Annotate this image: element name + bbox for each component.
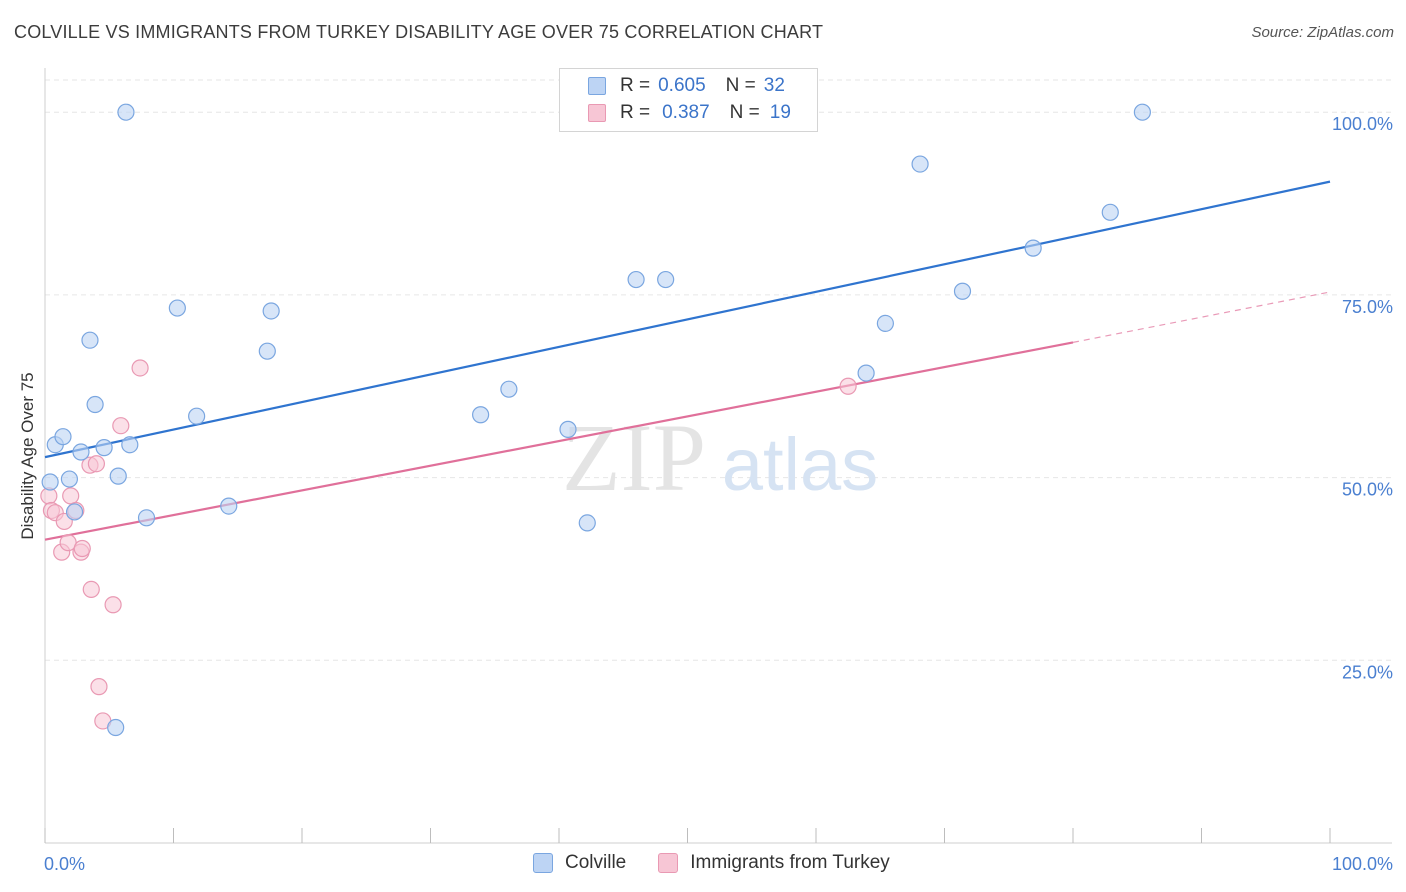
- colville-point: [262, 302, 280, 320]
- watermark-zip: ZIP: [562, 404, 706, 511]
- colville-point: [472, 406, 490, 424]
- grid-layer: [45, 79, 1392, 661]
- source-label: Source: ZipAtlas.com: [1251, 24, 1394, 41]
- chart-title: COLVILLE VS IMMIGRANTS FROM TURKEY DISAB…: [14, 22, 824, 42]
- colville-point: [95, 439, 113, 457]
- x-tick-label-max: 100.0%: [1332, 854, 1393, 874]
- turkey-point: [90, 678, 108, 696]
- turkey-point: [112, 417, 130, 435]
- r-label: R =: [620, 75, 651, 96]
- colville-point: [220, 497, 238, 515]
- colville-point: [121, 436, 139, 454]
- turkey-point: [131, 359, 149, 377]
- colville-point: [911, 155, 929, 173]
- colville-point: [500, 380, 518, 398]
- r-label: R =: [620, 102, 651, 123]
- colville-point: [627, 270, 645, 289]
- turkey-point: [73, 539, 91, 558]
- colville-point: [117, 103, 135, 121]
- legend-item-colville[interactable]: Colville: [533, 852, 626, 874]
- turkey-swatch: [658, 853, 679, 873]
- colville-point: [81, 331, 99, 349]
- turkey-point: [839, 377, 857, 395]
- turkey-trendline-extension: [1072, 291, 1331, 343]
- n-value: 32: [763, 75, 785, 96]
- watermark: ZIP atlas: [562, 404, 878, 511]
- axis-layer: [44, 68, 1392, 844]
- series-legend: Colville Immigrants from Turkey: [533, 852, 922, 874]
- colville-swatch: [588, 77, 606, 95]
- colville-point: [1133, 103, 1151, 121]
- colville-point: [168, 299, 186, 317]
- colville-point: [86, 395, 104, 414]
- colville-swatch: [533, 853, 553, 873]
- watermark-atlas: atlas: [722, 423, 878, 506]
- colville-point: [1101, 203, 1119, 221]
- colville-point: [109, 467, 127, 485]
- legend-row-turkey: R = 0.387 N = 19: [588, 101, 791, 125]
- colville-point: [137, 509, 156, 527]
- colville-point: [876, 314, 894, 333]
- colville-point: [41, 473, 59, 491]
- x-tick-label-min: 0.0%: [44, 854, 85, 874]
- colville-point: [60, 470, 79, 488]
- n-value: 19: [769, 102, 791, 123]
- n-label: N =: [725, 75, 756, 96]
- label-layer: 25.0% 50.0% 75.0% 100.0% 0.0% 100.0% Disabilit…: [18, 114, 1393, 874]
- colville-point: [578, 514, 596, 532]
- colville-point: [65, 503, 84, 521]
- y-tick-label: 50.0%: [1342, 480, 1393, 500]
- y-axis-title: Disability Age Over 75: [18, 372, 37, 539]
- colville-point: [1024, 239, 1042, 257]
- y-tick-label: 100.0%: [1332, 114, 1393, 134]
- points-layer: [40, 103, 1151, 737]
- trend-layer: [44, 180, 1331, 541]
- colville-point: [258, 342, 276, 360]
- colville-point: [54, 428, 72, 446]
- colville-trendline: [44, 180, 1331, 459]
- turkey-trendline: [44, 341, 1074, 541]
- correlation-legend: R = 0.605 N = 32 R = 0.387 N = 19: [559, 68, 818, 132]
- colville-point: [857, 364, 875, 382]
- turkey-point: [82, 580, 100, 599]
- colville-point: [953, 282, 972, 300]
- colville-point: [559, 420, 577, 438]
- legend-label-colville: Colville: [565, 852, 627, 873]
- turkey-swatch: [588, 104, 606, 122]
- colville-point: [72, 443, 90, 461]
- colville-point: [188, 407, 206, 425]
- turkey-point: [62, 487, 80, 505]
- legend-label-turkey: Immigrants from Turkey: [690, 852, 890, 873]
- y-tick-label: 75.0%: [1342, 297, 1393, 317]
- legend-row-colville: R = 0.605 N = 32: [588, 74, 785, 98]
- r-value: 0.387: [662, 102, 710, 123]
- y-tick-label: 25.0%: [1342, 662, 1393, 682]
- r-value: 0.605: [658, 75, 706, 96]
- turkey-point: [104, 596, 122, 614]
- legend-item-turkey[interactable]: Immigrants from Turkey: [658, 852, 890, 874]
- colville-point: [657, 270, 675, 289]
- n-label: N =: [729, 102, 760, 123]
- colville-point: [107, 718, 125, 737]
- turkey-point: [87, 455, 106, 473]
